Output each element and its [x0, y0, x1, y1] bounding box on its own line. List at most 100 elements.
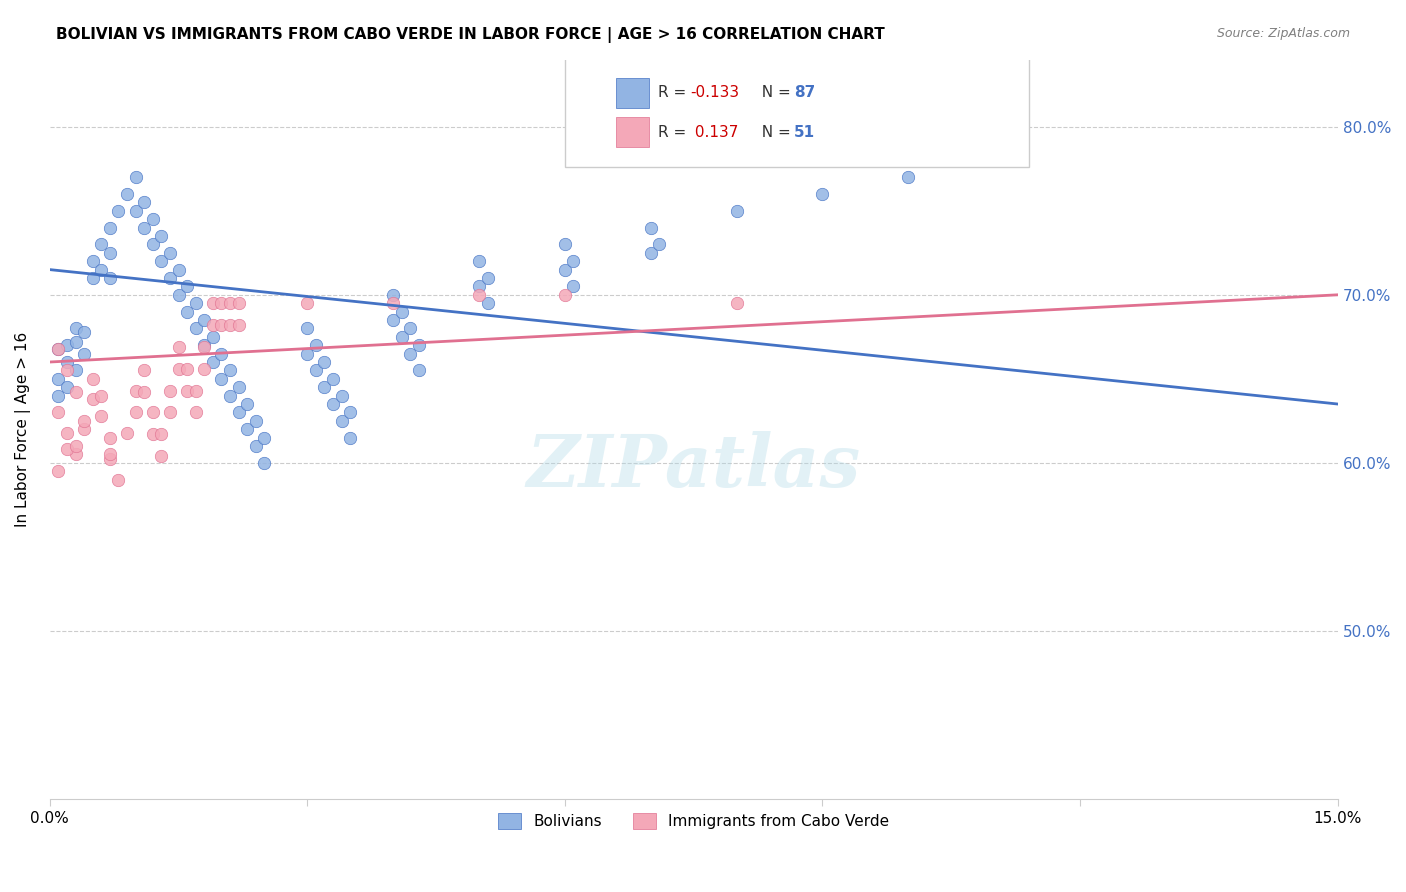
Point	[391, 304, 413, 318]
Text: R =: R =	[658, 125, 690, 139]
Point	[648, 237, 671, 252]
Point	[65, 385, 87, 400]
Point	[82, 372, 104, 386]
Point	[176, 279, 198, 293]
Point	[211, 346, 233, 360]
Point	[305, 363, 328, 377]
Point	[228, 318, 250, 332]
Point	[73, 346, 96, 360]
Point	[159, 245, 181, 260]
Point	[98, 220, 121, 235]
Point	[46, 372, 69, 386]
Point	[56, 355, 79, 369]
Point	[56, 425, 79, 440]
Text: N =: N =	[752, 86, 796, 101]
Point	[228, 405, 250, 419]
Point	[983, 153, 1005, 168]
Point	[167, 340, 190, 354]
Point	[46, 342, 69, 356]
Point	[253, 431, 276, 445]
Point	[90, 389, 112, 403]
Point	[554, 288, 576, 302]
Text: -0.133: -0.133	[690, 86, 740, 101]
Point	[228, 296, 250, 310]
Text: BOLIVIAN VS IMMIGRANTS FROM CABO VERDE IN LABOR FORCE | AGE > 16 CORRELATION CHA: BOLIVIAN VS IMMIGRANTS FROM CABO VERDE I…	[56, 27, 884, 43]
Point	[176, 361, 198, 376]
Point	[201, 355, 224, 369]
FancyBboxPatch shape	[565, 56, 1029, 167]
Point	[176, 384, 198, 398]
Text: 51: 51	[794, 125, 815, 139]
Point	[236, 422, 259, 436]
Point	[184, 321, 207, 335]
Point	[65, 334, 87, 349]
Point	[142, 427, 165, 442]
Point	[56, 442, 79, 457]
Point	[65, 447, 87, 461]
Point	[897, 170, 920, 185]
Point	[142, 405, 165, 419]
Point	[408, 338, 430, 352]
Point	[330, 389, 353, 403]
Point	[193, 361, 215, 376]
Point	[65, 321, 87, 335]
Y-axis label: In Labor Force | Age > 16: In Labor Force | Age > 16	[15, 332, 31, 527]
Point	[468, 288, 491, 302]
Point	[339, 431, 361, 445]
Point	[408, 363, 430, 377]
Point	[382, 296, 405, 310]
Point	[297, 321, 319, 335]
Point	[477, 296, 499, 310]
Point	[73, 325, 96, 339]
Point	[82, 254, 104, 268]
Point	[184, 296, 207, 310]
Point	[811, 186, 834, 201]
Point	[98, 431, 121, 445]
Point	[554, 262, 576, 277]
Point	[98, 452, 121, 467]
Point	[228, 380, 250, 394]
Point	[201, 296, 224, 310]
Point	[73, 422, 96, 436]
Point	[219, 296, 242, 310]
Point	[184, 384, 207, 398]
Text: R =: R =	[658, 86, 690, 101]
Point	[150, 254, 173, 268]
Point	[159, 405, 181, 419]
Point	[468, 254, 491, 268]
Point	[124, 405, 146, 419]
Point	[253, 456, 276, 470]
Point	[322, 372, 344, 386]
Legend: Bolivians, Immigrants from Cabo Verde: Bolivians, Immigrants from Cabo Verde	[492, 807, 896, 836]
Point	[562, 254, 585, 268]
Point	[82, 271, 104, 285]
Point	[115, 425, 138, 440]
Point	[211, 296, 233, 310]
FancyBboxPatch shape	[616, 117, 648, 147]
Point	[124, 203, 146, 218]
Point	[134, 385, 156, 400]
Point	[90, 237, 112, 252]
Point	[219, 318, 242, 332]
Point	[219, 363, 242, 377]
Text: Source: ZipAtlas.com: Source: ZipAtlas.com	[1216, 27, 1350, 40]
Point	[211, 372, 233, 386]
Point	[159, 384, 181, 398]
Point	[399, 321, 422, 335]
Point	[176, 304, 198, 318]
Point	[201, 330, 224, 344]
Point	[640, 220, 662, 235]
Point	[65, 439, 87, 453]
Point	[142, 237, 165, 252]
Point	[330, 414, 353, 428]
Text: N =: N =	[752, 125, 796, 139]
Point	[305, 338, 328, 352]
Point	[193, 338, 215, 352]
Point	[134, 195, 156, 210]
Point	[56, 338, 79, 352]
Point	[382, 288, 405, 302]
Point	[725, 203, 748, 218]
Point	[167, 262, 190, 277]
Text: 87: 87	[794, 86, 815, 101]
Point	[477, 271, 499, 285]
